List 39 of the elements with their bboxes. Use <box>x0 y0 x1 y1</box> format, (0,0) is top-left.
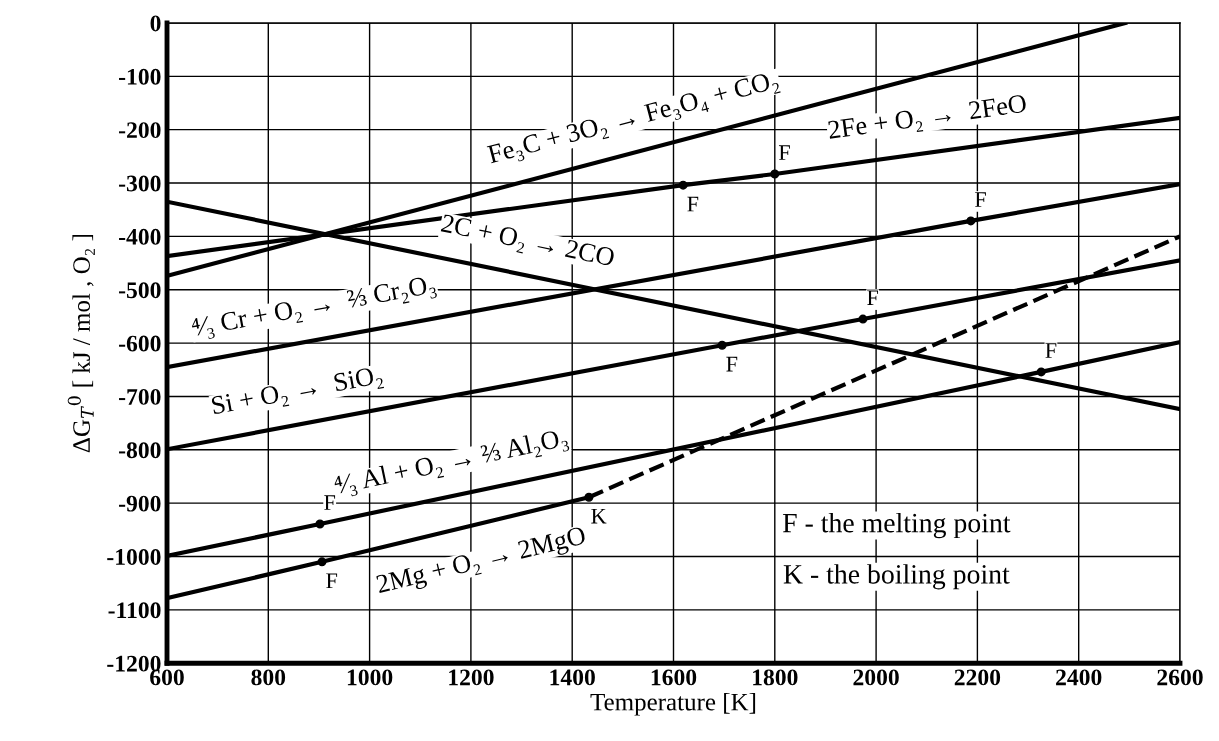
annotation: F <box>687 196 699 212</box>
y-tick-label: -500 <box>119 282 161 299</box>
x-tick-label: 1400 <box>550 669 595 686</box>
y-tick-label: -200 <box>119 122 161 139</box>
annotation: F <box>1045 343 1057 358</box>
annotation: F <box>867 290 879 305</box>
annotation: 2C + O₂ → 2CO <box>439 214 616 272</box>
x-tick-label: 2600 <box>1157 669 1203 686</box>
annotation: F <box>974 192 986 207</box>
annotation: K <box>591 508 607 524</box>
x-tick-label: 2000 <box>853 669 899 686</box>
x-tick-label: 1600 <box>651 669 697 686</box>
y-tick-label: -1100 <box>108 602 161 619</box>
x-tick-label: 2400 <box>1056 669 1102 686</box>
x-axis-title: Temperature [K] <box>590 692 756 716</box>
annotation: 2Mg + O₂ → 2MgO <box>375 526 588 599</box>
x-tick-label: 1800 <box>753 669 798 686</box>
y-axis-title: ΔG$_{T}$$^{0}$ [ kJ / mol , O₂ ] <box>67 234 95 453</box>
y-tick-label: -600 <box>119 335 161 352</box>
x-tick-label: 1000 <box>347 669 393 686</box>
y-tick-label: -700 <box>119 388 161 405</box>
x-tick-label: 1200 <box>449 669 494 686</box>
y-tick-label: -900 <box>119 495 161 512</box>
y-tick-label: -300 <box>119 175 161 192</box>
x-tick-label: 800 <box>251 669 286 686</box>
annotation: K - the boiling point <box>783 564 1010 590</box>
annotation: F <box>778 145 790 160</box>
y-tick-label: -100 <box>119 68 161 85</box>
y-tick-label: -400 <box>119 228 161 245</box>
annotation: 2Fe + O₂ → 2FeO <box>827 94 1028 145</box>
y-tick-label: -800 <box>119 442 161 459</box>
y-tick-label: 0 <box>150 15 161 32</box>
annotation: F - the melting point <box>782 512 1011 539</box>
annotation: F <box>726 356 738 372</box>
x-tick-label: 2200 <box>954 669 1001 686</box>
annotation: F <box>326 573 338 588</box>
y-tick-label: -1000 <box>107 548 161 565</box>
annotation: ⁴⁄₃ Cr + O₂ → ⅔ Cr₂O₃ <box>190 274 438 342</box>
annotation: Si + O₂ → SiO₂ <box>211 365 385 420</box>
